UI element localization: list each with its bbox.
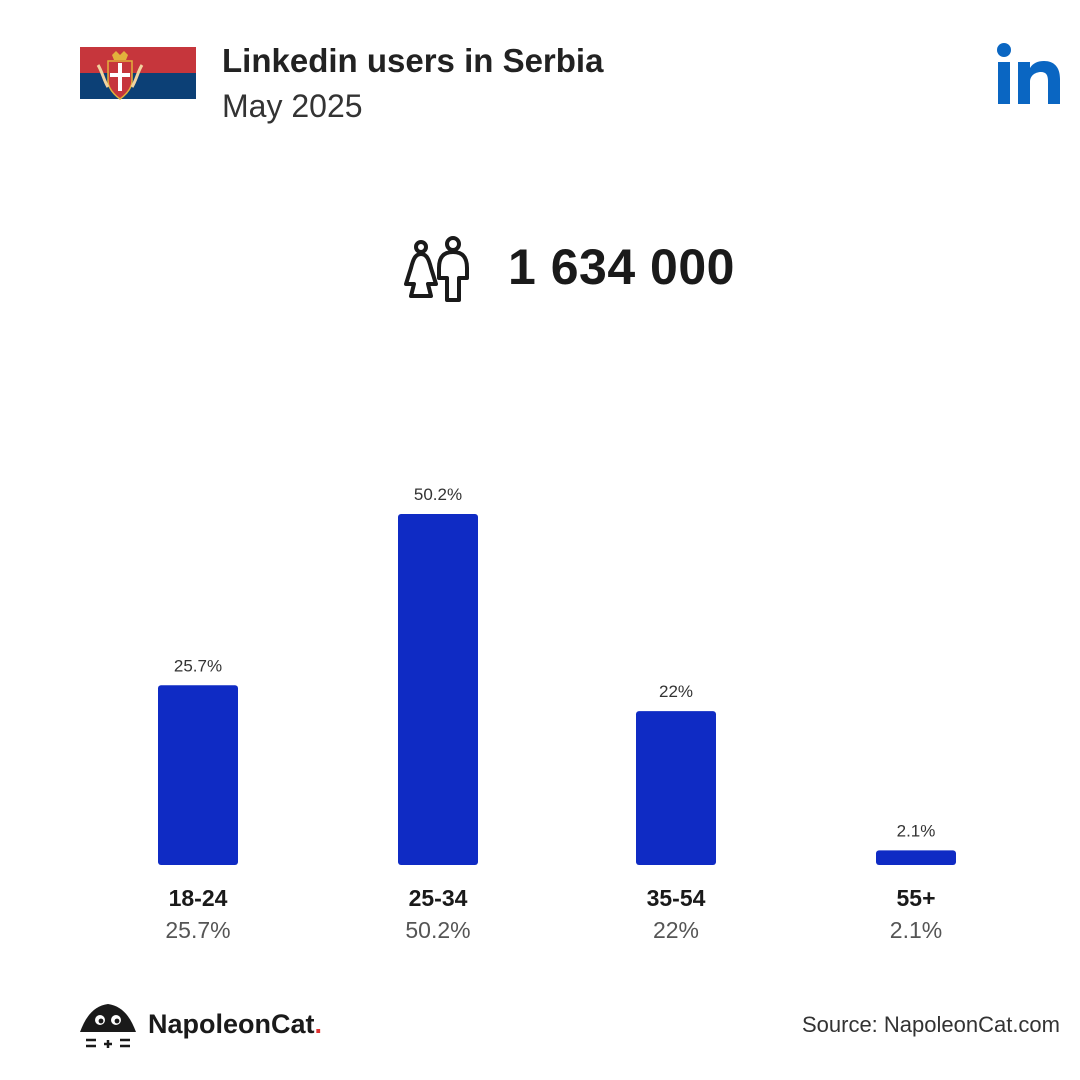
page-title: Linkedin users in Serbia xyxy=(222,42,604,79)
people-icon xyxy=(404,236,469,302)
coat-of-arms-icon xyxy=(96,51,144,100)
category-label: 35-54 xyxy=(647,885,706,911)
category-percent-label: 2.1% xyxy=(890,917,942,943)
brand-name-text: NapoleonCat xyxy=(148,1009,315,1039)
serbia-flag-icon xyxy=(80,47,196,125)
category-label: 18-24 xyxy=(169,885,228,911)
category-percent-label: 22% xyxy=(653,917,699,943)
bar-25-34 xyxy=(398,514,478,865)
total-users-value: 1 634 000 xyxy=(508,239,735,295)
category-label: 55+ xyxy=(896,885,935,911)
bar-value-label: 22% xyxy=(659,682,693,701)
linkedin-icon xyxy=(997,43,1060,104)
age-distribution-chart: 25.7% 18-24 25.7% 50.2% 25-34 50.2% 22% 35-54 22… xyxy=(158,485,956,943)
page-subtitle: May 2025 xyxy=(222,88,363,124)
bar-value-label: 2.1% xyxy=(897,821,936,840)
bar-18-24 xyxy=(158,685,238,865)
source-credit: Source: NapoleonCat.com xyxy=(801,1012,1060,1037)
bar-55+ xyxy=(876,850,956,865)
category-percent-label: 25.7% xyxy=(165,917,230,943)
brand-dot: . xyxy=(314,1009,323,1039)
bar-value-label: 25.7% xyxy=(174,656,222,675)
bar-value-label: 50.2% xyxy=(414,485,462,504)
napoleoncat-logo-icon xyxy=(80,1004,136,1048)
bar-35-54 xyxy=(636,711,716,865)
category-percent-label: 50.2% xyxy=(405,917,470,943)
category-label: 25-34 xyxy=(409,885,468,911)
brand-name: NapoleonCat. xyxy=(148,1009,322,1040)
